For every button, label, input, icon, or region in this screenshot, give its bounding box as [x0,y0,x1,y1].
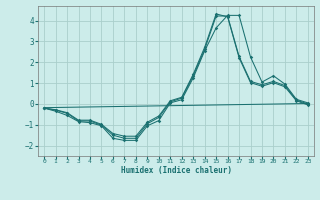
X-axis label: Humidex (Indice chaleur): Humidex (Indice chaleur) [121,166,231,175]
